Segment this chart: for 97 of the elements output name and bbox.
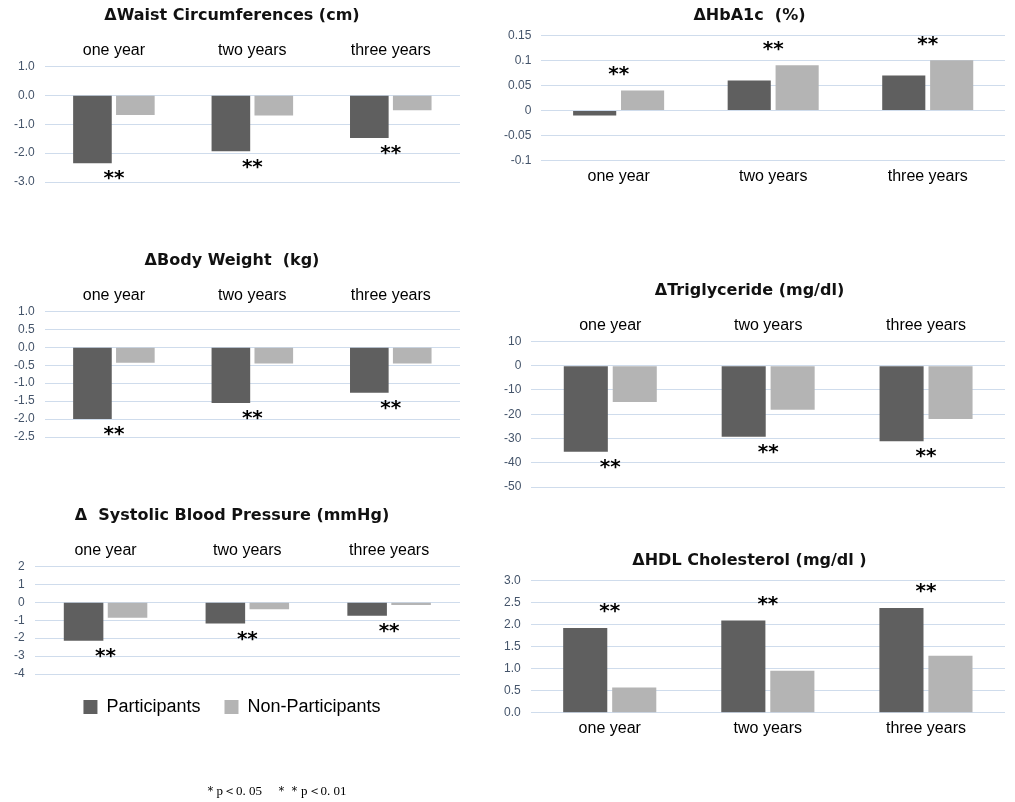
y-tick-label: -2 xyxy=(14,630,25,645)
annotation: ** xyxy=(762,35,785,60)
bar xyxy=(882,75,926,111)
annotation: ** xyxy=(608,60,630,85)
x-tick-label: one year xyxy=(82,286,146,304)
y-tick-label: -2.0 xyxy=(13,145,35,160)
y-tick-label: 1.0 xyxy=(17,303,35,318)
x-tick-label: one year xyxy=(587,166,651,184)
y-tick-label: -1.0 xyxy=(13,375,35,390)
bar xyxy=(721,620,766,713)
x-tick-label: two years xyxy=(733,718,803,736)
bar xyxy=(727,80,771,111)
annotation: ** xyxy=(757,590,779,615)
chart-title: ΔHDL Cholesterol (mg/dl ) xyxy=(632,549,867,569)
y-tick-label: 0.0 xyxy=(17,87,35,102)
y-tick-label: 0.15 xyxy=(507,27,532,42)
y-tick-label: -30 xyxy=(504,430,522,445)
annotation: ** xyxy=(103,421,125,446)
annotation: ** xyxy=(599,454,622,479)
y-tick-label: 2.5 xyxy=(503,594,521,609)
y-tick-label: 1.5 xyxy=(503,638,521,653)
annotation: ** xyxy=(915,443,938,468)
y-tick-label: 0 xyxy=(514,357,522,372)
bar xyxy=(930,60,974,111)
legend-label: Participants xyxy=(106,695,201,716)
bar xyxy=(775,65,819,111)
x-tick-label: one year xyxy=(74,541,138,559)
y-tick-label: 0.0 xyxy=(503,705,521,720)
y-tick-label: 1.0 xyxy=(503,660,521,675)
x-tick-label: two years xyxy=(733,316,803,334)
y-tick-label: -3.0 xyxy=(13,174,35,189)
chart-title: ΔHbA1c (%) xyxy=(693,4,806,24)
y-tick-label: -1 xyxy=(14,612,25,627)
y-tick-label: -10 xyxy=(504,382,522,397)
legend-label: Non-Participants xyxy=(247,695,381,716)
y-tick-label: 0.0 xyxy=(17,339,35,354)
y-tick-label: -3 xyxy=(14,648,25,663)
x-tick-label: three years xyxy=(887,166,968,184)
annotation: ** xyxy=(599,598,621,623)
chart-title: ΔTriglyceride (mg/dl) xyxy=(654,279,845,299)
annotation: ** xyxy=(917,30,939,55)
y-tick-label: 2 xyxy=(17,558,25,573)
y-tick-label: 1.0 xyxy=(17,58,35,73)
text: ＊p＜0. 05 ＊＊p＜0. 01 xyxy=(203,782,347,798)
chart-title: ΔWaist Circumferences (cm) xyxy=(104,4,360,24)
x-tick-label: one year xyxy=(578,718,642,736)
y-tick-label: -1.0 xyxy=(13,116,35,131)
y-tick-label: 3.0 xyxy=(503,572,521,587)
chart-title: ΔBody Weight (kg) xyxy=(144,249,320,269)
y-tick-label: -2.0 xyxy=(13,411,35,426)
bar xyxy=(573,111,617,116)
x-tick-label: two years xyxy=(213,541,282,559)
y-tick-label: 0.05 xyxy=(507,77,532,92)
y-tick-label: 10 xyxy=(507,333,522,348)
annotation: ** xyxy=(103,165,125,190)
x-tick-label: three years xyxy=(886,316,967,334)
y-tick-label: 0 xyxy=(17,594,25,609)
chart-title: Δ Systolic Blood Pressure (mmHg) xyxy=(74,504,390,524)
annotation: ** xyxy=(236,625,259,650)
bar xyxy=(770,670,815,713)
annotation: ** xyxy=(380,395,402,420)
annotation: ** xyxy=(95,643,117,668)
y-tick-label: 0 xyxy=(524,102,532,117)
y-tick-label: 0.1 xyxy=(514,52,532,67)
y-tick-label: 2.0 xyxy=(503,616,521,631)
bar xyxy=(563,627,608,713)
x-tick-label: one year xyxy=(579,316,643,334)
y-tick-label: -0.5 xyxy=(13,357,35,372)
x-tick-label: three years xyxy=(885,718,966,736)
annotation: ** xyxy=(378,617,401,642)
bar xyxy=(879,608,924,713)
y-tick-label: -1.5 xyxy=(13,393,35,408)
x-tick-label: two years xyxy=(738,166,808,184)
x-tick-label: one year xyxy=(82,41,146,59)
x-tick-label: two years xyxy=(218,286,287,304)
bar xyxy=(621,90,665,111)
y-tick-label: 0.5 xyxy=(17,321,35,336)
annotation: ** xyxy=(241,153,264,178)
y-tick-label: -20 xyxy=(504,406,522,421)
bar xyxy=(612,687,657,713)
bar xyxy=(928,655,973,713)
y-tick-label: 0.5 xyxy=(503,683,521,698)
annotation: ** xyxy=(915,578,937,603)
y-tick-label: -0.05 xyxy=(503,127,532,142)
annotation: ** xyxy=(380,140,402,165)
x-tick-label: three years xyxy=(350,41,431,59)
annotation: ** xyxy=(241,405,264,430)
x-tick-label: two years xyxy=(218,41,287,59)
x-tick-label: three years xyxy=(350,286,431,304)
y-tick-label: -40 xyxy=(504,455,522,470)
y-tick-label: -50 xyxy=(504,479,522,494)
annotation: ** xyxy=(757,438,780,463)
x-tick-label: three years xyxy=(349,541,430,559)
y-tick-label: -4 xyxy=(14,666,25,681)
y-tick-label: -0.1 xyxy=(510,153,532,168)
y-tick-label: 1 xyxy=(17,576,25,591)
y-tick-label: -2.5 xyxy=(13,429,35,444)
